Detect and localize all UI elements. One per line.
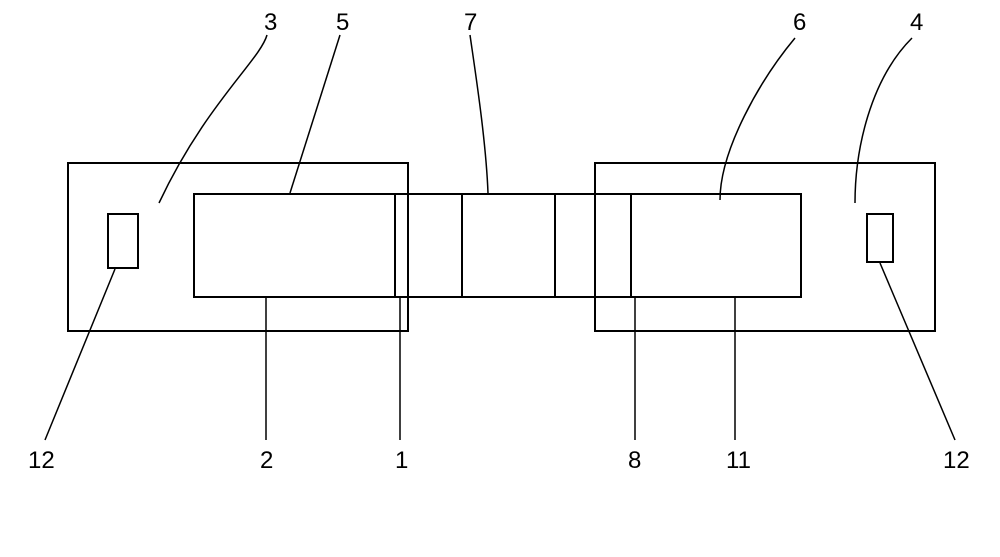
leader-1-label: 1 — [395, 447, 408, 474]
leader-11-label: 11 — [726, 447, 751, 474]
leader-4-label: 4 — [910, 9, 923, 36]
leader-5-label: 5 — [336, 9, 349, 36]
leader-3-label: 3 — [264, 9, 277, 36]
leader-2-label: 2 — [260, 447, 273, 474]
diagram-svg: 3 5 7 6 4 12 2 1 8 11 12 — [0, 0, 1000, 557]
leader-12r-label: 12 — [943, 447, 970, 474]
leader-8-label: 8 — [628, 447, 641, 474]
leader-12l-label: 12 — [28, 447, 55, 474]
leader-7-label: 7 — [464, 9, 477, 36]
background — [0, 0, 1000, 557]
leader-6-label: 6 — [793, 9, 806, 36]
